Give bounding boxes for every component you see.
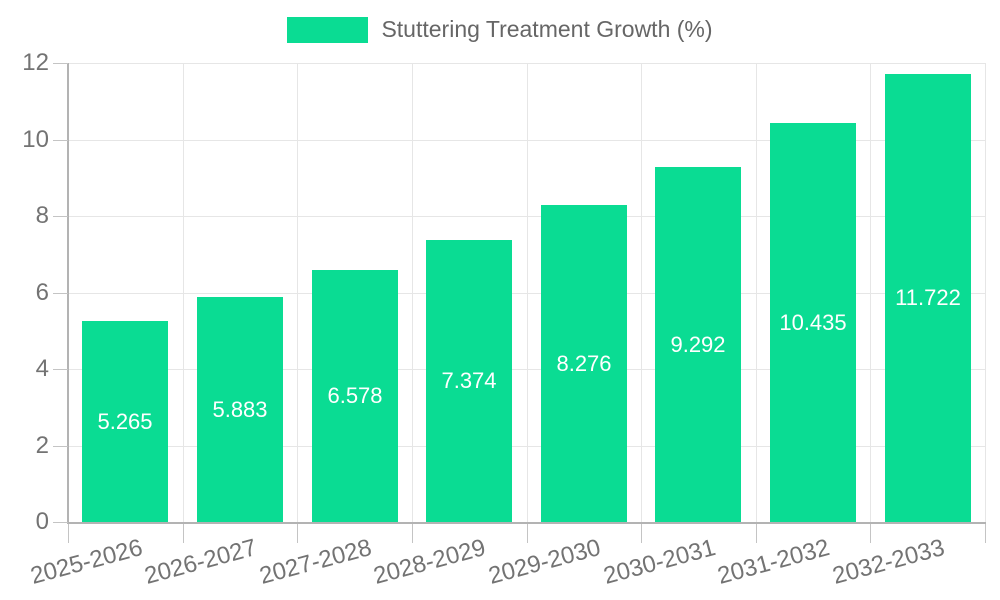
bar-value-label: 5.883 (212, 396, 268, 422)
x-axis-tick-label: 2030-2031 (600, 534, 719, 590)
legend-item[interactable]: Stuttering Treatment Growth (%) (0, 16, 1000, 43)
gridline-vertical (183, 63, 184, 522)
bar-value-label: 11.722 (895, 285, 961, 310)
gridline-horizontal (68, 216, 985, 217)
x-axis-tick (641, 524, 642, 543)
bar-2025-2026: 5.265 (82, 321, 168, 522)
y-axis-tick-label: 12 (22, 49, 49, 76)
x-axis-tick-label: 2026-2027 (141, 534, 260, 590)
y-axis-tick-label: 0 (35, 508, 49, 535)
bar-value-label: 5.265 (97, 408, 153, 434)
x-axis-tick (870, 524, 871, 543)
y-axis-tick (53, 140, 68, 141)
x-axis-tick-label: 2031-2032 (714, 534, 833, 590)
legend-label: Stuttering Treatment Growth (%) (381, 16, 713, 42)
bar-value-label: 7.374 (441, 368, 497, 393)
x-axis-tick-label: 2027-2028 (256, 534, 375, 590)
y-axis-tick-label: 6 (35, 279, 49, 306)
y-axis-tick (53, 293, 68, 294)
gridline-horizontal (68, 446, 985, 447)
gridline-vertical (297, 63, 298, 522)
y-axis-tick-label: 2 (35, 432, 49, 459)
y-axis-tick-label: 10 (22, 126, 49, 153)
bar-2028-2029: 7.374 (426, 240, 512, 522)
x-axis-tick-label: 2029-2030 (485, 534, 604, 590)
y-axis-tick (53, 216, 68, 217)
bar-value-label: 6.578 (327, 383, 383, 408)
gridline-horizontal (68, 140, 985, 141)
x-axis-tick-label: 2025-2026 (27, 534, 146, 590)
gridline-horizontal (68, 293, 985, 294)
x-axis-tick (985, 524, 986, 543)
y-axis-tick (53, 369, 68, 370)
y-axis-tick-label: 4 (35, 355, 49, 382)
x-axis-line (67, 522, 986, 524)
gridline-vertical (412, 63, 413, 522)
gridline-vertical (756, 63, 757, 522)
gridline-vertical (641, 63, 642, 522)
y-axis-tick-label: 8 (35, 202, 49, 229)
y-axis-line (67, 63, 69, 522)
bar-2032-2033: 11.722 (885, 74, 971, 522)
x-axis-tick-label: 2028-2029 (371, 534, 489, 590)
x-axis-tick (297, 524, 298, 543)
gridline-vertical (870, 63, 871, 522)
bar-2031-2032: 10.435 (770, 123, 856, 522)
x-axis-tick (183, 524, 184, 543)
bar-2027-2028: 6.578 (312, 270, 398, 522)
gridline-vertical (985, 63, 986, 522)
gridline-horizontal (68, 63, 985, 64)
bar-value-label: 8.276 (556, 350, 612, 376)
bar-value-label: 9.292 (670, 331, 726, 357)
bar-2029-2030: 8.276 (541, 205, 627, 522)
x-axis-tick (412, 524, 413, 543)
gridline-horizontal (68, 369, 985, 370)
gridline-vertical (527, 63, 528, 522)
x-axis-tick (527, 524, 528, 543)
x-axis-tick (68, 524, 69, 543)
x-axis-tick-label: 2032-2033 (829, 534, 948, 590)
y-axis-tick (53, 63, 68, 64)
legend-swatch (287, 16, 369, 43)
y-axis-tick (53, 446, 68, 447)
y-axis-tick (53, 522, 68, 523)
bar-value-label: 10.435 (779, 309, 847, 335)
x-axis-tick (756, 524, 757, 543)
bar-2030-2031: 9.292 (655, 167, 741, 522)
bar-2026-2027: 5.883 (197, 297, 283, 522)
